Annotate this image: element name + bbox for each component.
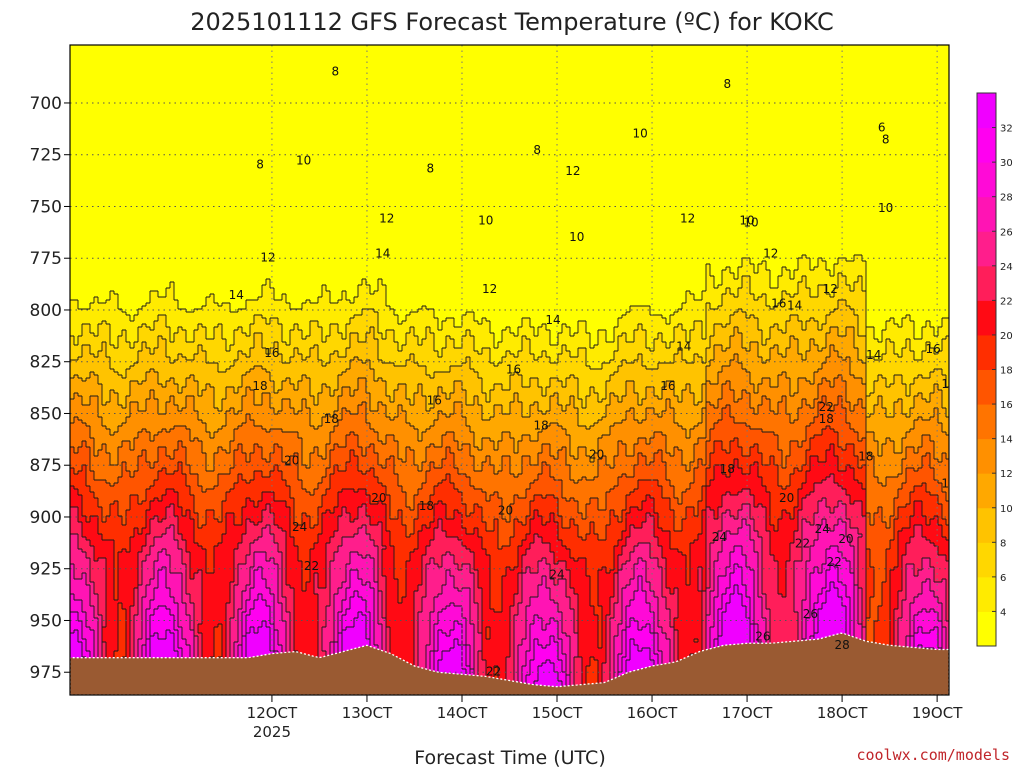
temperature-chart: 8888886101010101010101212121212121214141… [0,0,1024,768]
